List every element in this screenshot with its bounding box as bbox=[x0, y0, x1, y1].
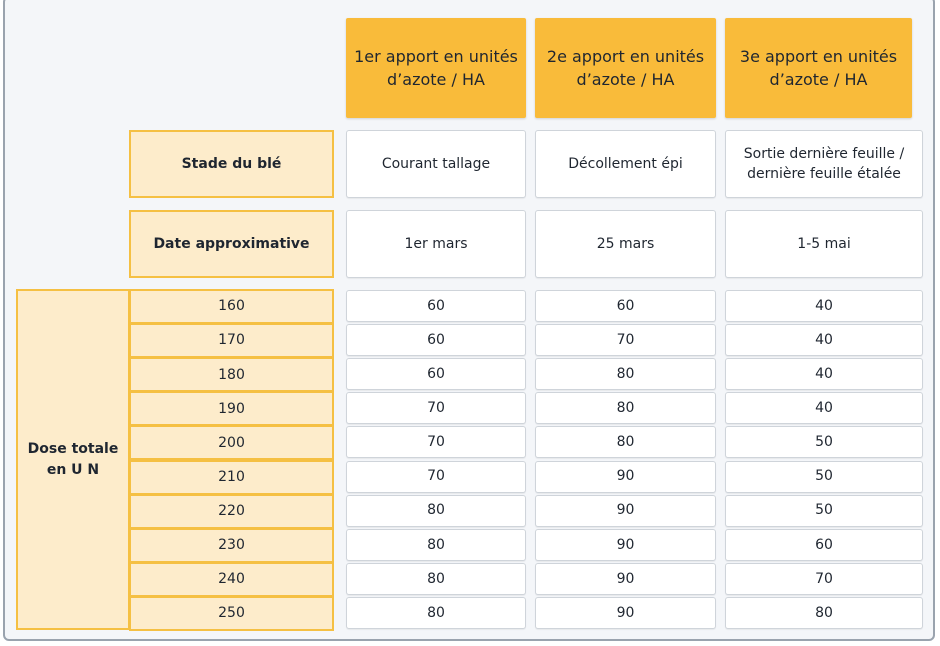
cell: 60 bbox=[346, 358, 526, 391]
cell: 40 bbox=[725, 324, 923, 357]
cell: 80 bbox=[535, 392, 716, 425]
dose-total: 240 bbox=[129, 561, 334, 597]
cell: 25 mars bbox=[535, 210, 716, 278]
cell: Courant tallage bbox=[346, 130, 526, 198]
cell: 40 bbox=[725, 290, 923, 323]
cell: 90 bbox=[535, 596, 716, 629]
cell: 70 bbox=[346, 460, 526, 493]
cell: 70 bbox=[725, 562, 923, 595]
cell: 80 bbox=[725, 596, 923, 629]
cell: 80 bbox=[535, 358, 716, 391]
cell: 50 bbox=[725, 494, 923, 527]
cell: 70 bbox=[535, 324, 716, 357]
dose-total: 180 bbox=[129, 357, 334, 393]
column-header: 2e apport en unités d’azote / HA bbox=[535, 18, 716, 118]
column-header: 1er apport en unités d’azote / HA bbox=[346, 18, 526, 118]
group-label: Dose totale en U N bbox=[16, 289, 130, 630]
column-header: 3e apport en unités d’azote / HA bbox=[725, 18, 912, 118]
dose-total: 210 bbox=[129, 459, 334, 495]
cell: 40 bbox=[725, 392, 923, 425]
cell: 80 bbox=[346, 528, 526, 561]
dose-total: 220 bbox=[129, 493, 334, 529]
cell: 50 bbox=[725, 426, 923, 459]
cell: 80 bbox=[535, 426, 716, 459]
cell: 60 bbox=[725, 528, 923, 561]
cell: 70 bbox=[346, 426, 526, 459]
cell: Décollement épi bbox=[535, 130, 716, 198]
cell: 50 bbox=[725, 460, 923, 493]
cell: 1er mars bbox=[346, 210, 526, 278]
cell: 60 bbox=[535, 290, 716, 323]
cell: 90 bbox=[535, 460, 716, 493]
cell: Sortie dernière feuille / dernière feuil… bbox=[725, 130, 923, 198]
cell: 40 bbox=[725, 358, 923, 391]
dose-total: 160 bbox=[129, 289, 334, 325]
cell: 60 bbox=[346, 290, 526, 323]
cell: 1-5 mai bbox=[725, 210, 923, 278]
dose-total: 250 bbox=[129, 595, 334, 631]
cell: 70 bbox=[346, 392, 526, 425]
cell: 80 bbox=[346, 494, 526, 527]
cell: 80 bbox=[346, 596, 526, 629]
dose-total: 170 bbox=[129, 323, 334, 359]
cell: 90 bbox=[535, 562, 716, 595]
cell: 90 bbox=[535, 528, 716, 561]
cell: 60 bbox=[346, 324, 526, 357]
row-label: Stade du blé bbox=[129, 130, 334, 198]
dose-total: 200 bbox=[129, 425, 334, 461]
dose-total: 190 bbox=[129, 391, 334, 427]
cell: 80 bbox=[346, 562, 526, 595]
cell: 90 bbox=[535, 494, 716, 527]
row-label: Date approximative bbox=[129, 210, 334, 278]
dose-total: 230 bbox=[129, 527, 334, 563]
